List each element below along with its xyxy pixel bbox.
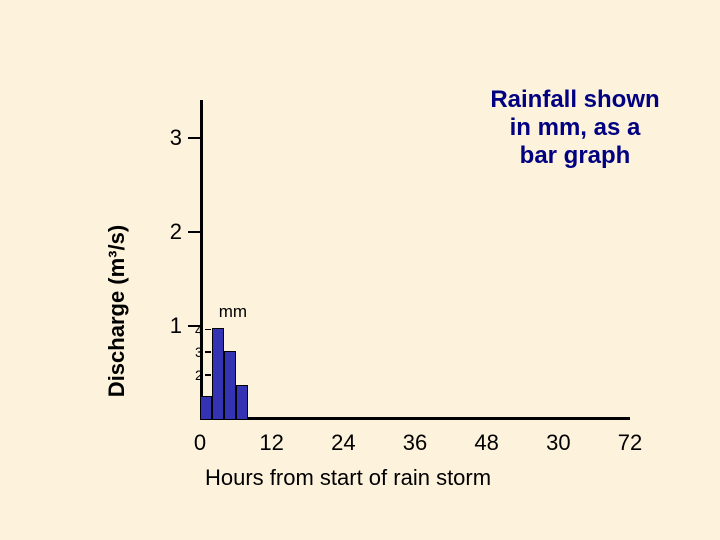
rainfall-bar xyxy=(224,351,236,420)
x-axis-label: Hours from start of rain storm xyxy=(205,465,491,491)
mini-tick xyxy=(205,329,211,331)
mini-axis-label: mm xyxy=(219,302,247,322)
mini-tick xyxy=(205,351,211,353)
y-tick-label: 2 xyxy=(158,219,182,245)
x-tick-label: 36 xyxy=(403,430,427,456)
rainfall-bar xyxy=(200,396,212,420)
y-tick-label: 3 xyxy=(158,125,182,151)
mini-tick-label: 2 xyxy=(189,367,203,383)
y-axis-label: Discharge (m³/s) xyxy=(104,225,130,397)
mini-tick xyxy=(205,374,211,376)
rainfall-bar xyxy=(212,328,224,420)
x-tick-label: 0 xyxy=(194,430,206,456)
mini-tick-label: 4 xyxy=(189,322,203,338)
x-tick-label: 24 xyxy=(331,430,355,456)
annotation-text: Rainfall shownin mm, as abar graph xyxy=(460,86,690,170)
mini-tick-label: 3 xyxy=(189,344,203,360)
y-tick xyxy=(188,137,200,139)
x-tick-label: 30 xyxy=(546,430,570,456)
y-tick-label: 1 xyxy=(158,313,182,339)
rainfall-bar xyxy=(236,385,248,420)
x-tick-label: 48 xyxy=(474,430,498,456)
x-axis-line xyxy=(200,417,630,420)
x-tick-label: 12 xyxy=(259,430,283,456)
y-tick xyxy=(188,231,200,233)
x-tick-label: 72 xyxy=(618,430,642,456)
